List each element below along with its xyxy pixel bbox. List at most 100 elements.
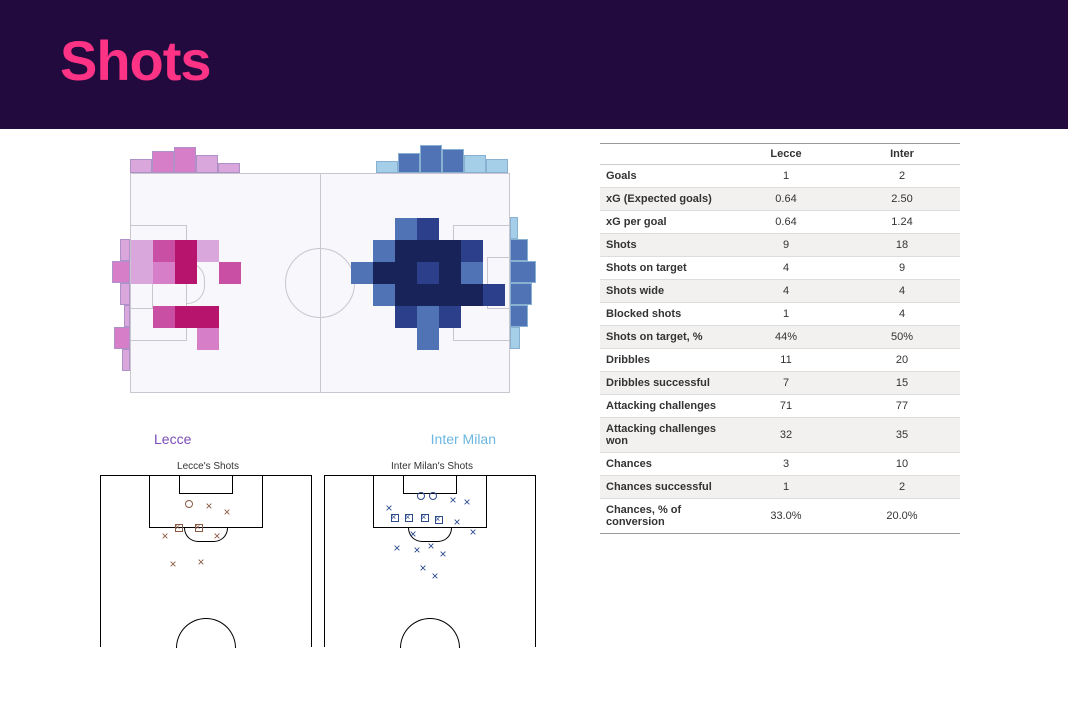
shot-marker: × [197, 556, 204, 568]
heat-cell-lecce [175, 262, 197, 284]
stats-row: Attacking challenges won3235 [600, 418, 960, 453]
metric-cell: Attacking challenges won [600, 418, 728, 453]
heat-cell-inter [461, 262, 483, 284]
heat-cell-inter [395, 262, 417, 284]
value-cell-inter: 1.24 [844, 211, 960, 234]
hist-bar-lecce [218, 163, 240, 173]
heat-cell-inter [417, 240, 439, 262]
team-label-inter: Inter Milan [431, 431, 496, 447]
shot-marker: × [419, 562, 426, 574]
heat-cell-inter [395, 240, 417, 262]
heat-cell-inter [461, 240, 483, 262]
col-header-lecce: Lecce [728, 144, 844, 165]
shot-marker: × [213, 530, 220, 542]
stats-row: Chances successful12 [600, 476, 960, 499]
visualizations-column: Lecce Inter Milan Lecce's Shots ×××××× I… [100, 143, 540, 647]
shot-maps-row: Lecce's Shots ×××××× Inter Milan's Shots… [100, 461, 540, 647]
value-cell-inter: 2 [844, 165, 960, 188]
value-cell-inter: 20 [844, 349, 960, 372]
value-cell-inter: 2 [844, 476, 960, 499]
content-area: Lecce Inter Milan Lecce's Shots ×××××× I… [0, 129, 1068, 647]
metric-cell: Goals [600, 165, 728, 188]
center-arc [176, 618, 236, 648]
metric-cell: Chances successful [600, 476, 728, 499]
heat-cell-lecce [153, 240, 175, 262]
metric-cell: Dribbles successful [600, 372, 728, 395]
value-cell-inter: 4 [844, 303, 960, 326]
heat-cell-lecce [131, 262, 153, 284]
col-header-inter: Inter [844, 144, 960, 165]
value-cell-inter: 77 [844, 395, 960, 418]
heat-cell-inter [417, 284, 439, 306]
shot-marker [391, 514, 399, 522]
shot-marker [405, 514, 413, 522]
stats-column: Lecce Inter Goals 1 2 xG (Expected goals)0.… [600, 143, 960, 647]
hist-bar-side-inter [510, 217, 518, 239]
value-cell-lecce: 4 [728, 257, 844, 280]
shot-marker [175, 524, 183, 532]
value-cell-inter: 2.50 [844, 188, 960, 211]
value-cell-lecce: 0.64 [728, 211, 844, 234]
metric-header [600, 144, 728, 165]
shot-marker: × [453, 516, 460, 528]
value-cell-lecce: 1 [728, 303, 844, 326]
shot-marker [421, 514, 429, 522]
shot-marker: × [223, 506, 230, 518]
hist-bar-side-inter [510, 283, 532, 305]
heat-cell-inter [417, 262, 439, 284]
hist-bar-lecce [130, 159, 152, 173]
hist-bar-lecce [196, 155, 218, 173]
metric-cell: Attacking challenges [600, 395, 728, 418]
heat-cell-inter [483, 284, 505, 306]
value-cell-inter: 15 [844, 372, 960, 395]
shot-marker: × [427, 540, 434, 552]
center-arc [400, 618, 460, 648]
goal-box [179, 476, 233, 494]
shot-marker: × [161, 530, 168, 542]
value-cell-lecce: 32 [728, 418, 844, 453]
heat-cell-inter [373, 240, 395, 262]
stats-row: Shots918 [600, 234, 960, 257]
goal-box [403, 476, 457, 494]
heat-cell-inter [461, 284, 483, 306]
hist-bar-side-lecce [120, 283, 130, 305]
hist-bar-side-lecce [124, 305, 130, 327]
hist-bar-inter [398, 153, 420, 173]
value-cell-lecce: 33.0% [728, 499, 844, 534]
hist-bar-lecce [152, 151, 174, 173]
hist-bar-side-inter [510, 239, 528, 261]
metric-cell: xG per goal [600, 211, 728, 234]
metric-cell: Dribbles [600, 349, 728, 372]
value-cell-inter: 4 [844, 280, 960, 303]
metric-cell: Shots [600, 234, 728, 257]
value-cell-lecce: 4 [728, 280, 844, 303]
stats-row: xG per goal0.641.24 [600, 211, 960, 234]
pitch-background [130, 173, 510, 393]
shot-map-lecce: Lecce's Shots ×××××× [100, 461, 316, 647]
heat-cell-lecce [197, 240, 219, 262]
shot-marker: × [169, 558, 176, 570]
hist-bar-side-lecce [114, 327, 130, 349]
half-pitch-lecce: ×××××× [100, 475, 312, 647]
heat-cell-inter [439, 262, 461, 284]
heat-cell-lecce [197, 328, 219, 350]
center-circle [285, 248, 355, 318]
shot-marker: × [431, 570, 438, 582]
metric-cell: Chances, % of conversion [600, 499, 728, 534]
heat-cell-inter [439, 306, 461, 328]
shot-marker: × [469, 526, 476, 538]
shot-marker: × [205, 500, 212, 512]
shot-map-inter: Inter Milan's Shots ×××××××××××× [324, 461, 540, 647]
hist-bar-inter [442, 149, 464, 173]
heat-cell-lecce [197, 306, 219, 328]
stats-row: Shots wide44 [600, 280, 960, 303]
metric-cell: Shots on target, % [600, 326, 728, 349]
metric-cell: Shots on target [600, 257, 728, 280]
metric-cell: xG (Expected goals) [600, 188, 728, 211]
metric-cell: Chances [600, 453, 728, 476]
heat-cell-inter [417, 306, 439, 328]
value-cell-lecce: 9 [728, 234, 844, 257]
heat-cell-inter [417, 218, 439, 240]
shot-marker: × [439, 548, 446, 560]
hist-bar-side-lecce [122, 349, 130, 371]
